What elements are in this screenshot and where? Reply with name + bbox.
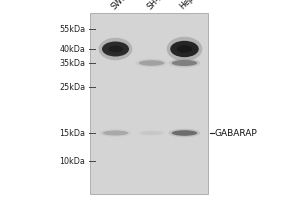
Ellipse shape [172,130,197,136]
Ellipse shape [169,58,200,68]
Ellipse shape [100,129,131,137]
Ellipse shape [139,60,164,66]
Ellipse shape [137,130,166,136]
Ellipse shape [169,129,200,137]
Ellipse shape [172,60,197,66]
Text: 15kDa: 15kDa [59,129,86,138]
Ellipse shape [99,38,132,60]
Text: HepG2: HepG2 [178,0,204,11]
Ellipse shape [140,131,163,135]
Text: 25kDa: 25kDa [59,83,86,92]
Ellipse shape [102,42,129,56]
Text: SW620: SW620 [109,0,135,11]
Ellipse shape [103,130,128,136]
Ellipse shape [167,37,202,61]
Text: 55kDa: 55kDa [59,24,86,33]
FancyBboxPatch shape [90,13,208,194]
Ellipse shape [170,41,199,57]
Ellipse shape [108,46,123,52]
Text: 35kDa: 35kDa [59,58,86,68]
Text: 40kDa: 40kDa [60,45,86,53]
Text: 10kDa: 10kDa [60,156,86,166]
Text: GABARAP: GABARAP [214,129,257,138]
Ellipse shape [177,45,192,53]
Ellipse shape [136,59,167,67]
Text: SH-SY5Y: SH-SY5Y [145,0,175,11]
